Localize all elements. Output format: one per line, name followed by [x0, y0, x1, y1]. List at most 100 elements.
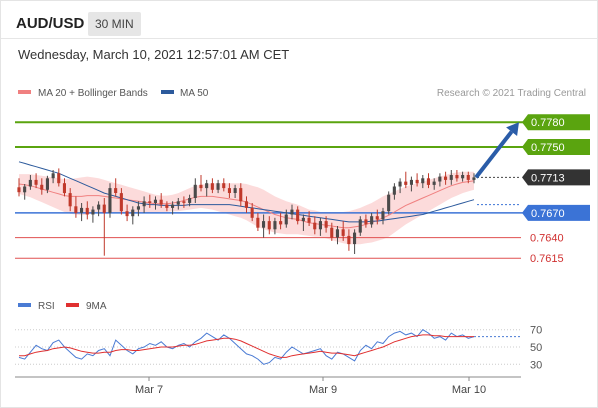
- chart-header: AUD/USD 30 MIN: [1, 1, 598, 39]
- price-tag-0.7750: [522, 139, 590, 155]
- candle-body: [432, 181, 436, 185]
- candle-body: [159, 199, 163, 205]
- candle-body: [114, 188, 118, 193]
- candle-body: [370, 216, 374, 225]
- candle-body: [267, 221, 271, 230]
- candle-body: [335, 229, 339, 238]
- rsi-plot: 70 50 30: [15, 325, 542, 372]
- candle-body: [108, 188, 112, 213]
- candle-body: [97, 204, 101, 210]
- x-tick-label: Mar 7: [135, 384, 163, 396]
- candle-body: [205, 183, 209, 189]
- symbol-label: AUD/USD: [16, 15, 85, 32]
- chart-datetime: Wednesday, March 10, 2021 12:57:01 AM CE…: [18, 47, 290, 62]
- candle-body: [358, 219, 362, 233]
- rsi-lines-layer: [18, 329, 521, 365]
- candle-body: [290, 209, 294, 215]
- candle-body: [256, 217, 260, 228]
- rsi-tick-30: 30: [530, 359, 542, 371]
- candle-body: [165, 204, 169, 208]
- candle-body: [375, 216, 379, 220]
- candle-body: [307, 217, 311, 223]
- candle-body: [188, 198, 192, 203]
- candle-body: [409, 179, 413, 185]
- rsi-ma-legend-label: 9MA: [86, 301, 107, 312]
- candle-body: [301, 217, 305, 222]
- candle-body: [45, 178, 49, 190]
- price-tag-0.7713: [522, 169, 590, 186]
- x-tick-label: Mar 9: [309, 384, 337, 396]
- rsi-legend-swatch: [18, 303, 31, 307]
- price-label-0.7780: 0.7780: [531, 117, 565, 129]
- candle-body: [153, 199, 157, 203]
- rsi-ma-line: [19, 334, 474, 358]
- candle-body: [347, 235, 351, 245]
- candle-body: [119, 193, 123, 212]
- candle-body: [444, 176, 448, 180]
- candle-body: [404, 181, 408, 185]
- candle-body: [125, 211, 129, 217]
- candle-body: [51, 173, 55, 179]
- candle-body: [34, 179, 38, 185]
- candle-body: [142, 201, 146, 207]
- candle-body: [273, 221, 277, 230]
- candle-body: [472, 177, 476, 180]
- rsi-tick-70: 70: [530, 325, 542, 337]
- rsi-legend: RSI 9MA: [18, 301, 107, 312]
- candle-body: [387, 194, 391, 212]
- ma20-legend-label: MA 20 + Bollinger Bands: [38, 88, 148, 99]
- rsi-ma-legend-swatch: [66, 303, 79, 307]
- candle-body: [222, 183, 226, 189]
- price-label-0.7750: 0.7750: [531, 142, 565, 154]
- candle-body: [364, 219, 368, 225]
- rsi-legend-label: RSI: [38, 301, 55, 312]
- candle-body: [227, 188, 231, 193]
- price-label-0.7615: 0.7615: [530, 253, 564, 265]
- ma50-legend-swatch: [161, 90, 174, 94]
- candle-body: [62, 183, 66, 194]
- candle-body: [426, 178, 430, 185]
- candle-body: [381, 211, 385, 220]
- price-tag-0.7670: [522, 204, 590, 221]
- candle-body: [176, 201, 180, 205]
- main-legend: MA 20 + Bollinger Bands MA 50 Research ©…: [18, 88, 586, 99]
- candle-body: [68, 193, 72, 207]
- ma50-legend-label: MA 50: [180, 88, 209, 99]
- candle-body: [85, 207, 89, 215]
- candle-body: [216, 183, 220, 190]
- price-labels-layer: 0.7780 0.7750 0.7713 0.7670 0.7640 0.7615: [522, 114, 590, 265]
- candle-body: [392, 186, 396, 195]
- candle-body: [40, 184, 44, 190]
- candle-body: [233, 188, 237, 193]
- candle-body: [449, 175, 453, 180]
- price-tag-0.7780: [522, 114, 590, 131]
- candle-body: [199, 184, 203, 189]
- rsi-grid-layer: [15, 329, 521, 365]
- candle-body: [398, 181, 402, 187]
- candle-body: [171, 204, 175, 208]
- candle-body: [80, 207, 84, 213]
- credit-label: Research © 2021 Trading Central: [437, 88, 586, 99]
- x-tick-label: Mar 10: [452, 384, 486, 396]
- price-label-0.7640: 0.7640: [530, 233, 564, 245]
- candle-body: [17, 187, 21, 193]
- candles-layer: [17, 168, 476, 256]
- candle-body: [415, 179, 419, 184]
- candle-body: [318, 221, 322, 230]
- rsi-line: [18, 329, 475, 365]
- candle-body: [324, 221, 328, 228]
- candle-body: [131, 209, 135, 217]
- timeframe-badge[interactable]: 30 MIN: [88, 12, 141, 36]
- forecast-arrow-head: [506, 122, 519, 136]
- rsi-ticks-layer: 70 50 30: [530, 325, 542, 372]
- candle-body: [57, 173, 61, 184]
- candle-body: [28, 179, 32, 187]
- candle-body: [466, 175, 470, 180]
- candle-body: [330, 227, 334, 238]
- candle-body: [244, 201, 248, 208]
- forecast-arrow-layer: [474, 122, 519, 179]
- candle-body: [438, 176, 442, 182]
- ma20-legend-swatch: [18, 90, 31, 94]
